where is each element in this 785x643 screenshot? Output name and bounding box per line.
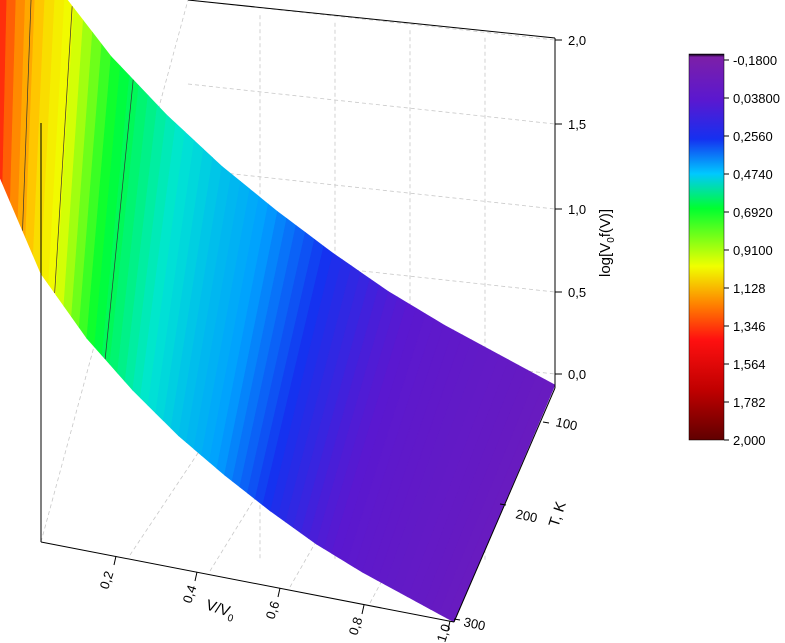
z-tick-label-4: 1,5	[568, 117, 586, 132]
x-axis-label: V/V0	[203, 597, 238, 625]
colorbar-label: 1,564	[733, 357, 766, 372]
grid-line	[187, 168, 556, 210]
colorbar: -0,1800 0,03800 0,2560 0,4740 0,6920 0,9100 1,…	[688, 53, 780, 448]
x-tick-label-5: 1,0	[434, 622, 454, 643]
colorbar-label: -0,1800	[733, 53, 777, 68]
colorbar-label: 0,6920	[733, 205, 773, 220]
y-tick-label-1: 100	[554, 414, 578, 433]
colorbar-label: 2,000	[733, 433, 766, 448]
x-tick-label-3: 0,6	[263, 599, 283, 621]
colorbar-gradient	[688, 53, 725, 441]
grid-line	[187, 83, 556, 125]
grid-line	[187, 251, 556, 293]
colorbar-label: 0,2560	[733, 129, 773, 144]
contour-line	[54, 6, 73, 294]
z-tick-label-1: 0,0	[568, 367, 586, 382]
x-tick-label-1: 0,2	[97, 569, 117, 591]
z-axis-label: log[V0f(V)]	[597, 209, 617, 277]
contour-line	[22, 0, 32, 231]
back-top-edge	[187, 0, 556, 39]
y-tick-label-3: 300	[462, 614, 486, 633]
x-tick-label-2: 0,4	[180, 583, 200, 605]
z-tick-label-5: 2,0	[568, 33, 586, 48]
colorbar-label: 1,128	[733, 281, 766, 296]
contour-line	[104, 79, 134, 360]
z-tick-label-2: 0,5	[568, 285, 586, 300]
x-axis-ticks: 0,2 0,4 0,6 0,8 1,0 V/V0	[97, 555, 454, 643]
y-tick-label-2: 200	[514, 506, 538, 525]
colorbar-label: 1,782	[733, 395, 766, 410]
colorbar-label: 0,03800	[733, 91, 780, 106]
colorbar-label: 0,4740	[733, 167, 773, 182]
y-axis-label: T, K	[546, 499, 570, 529]
x-axis-line	[40, 541, 455, 623]
grid-line	[187, 0, 556, 41]
z-axis-ticks: 0,0 0,5 1,0 1,5 2,0 log[V0f(V)]	[555, 33, 617, 382]
x-tick-label-4: 0,8	[346, 615, 366, 637]
colorbar-label: 0,9100	[733, 243, 773, 258]
surface	[0, 0, 556, 623]
colorbar-label: 1,346	[733, 319, 766, 334]
z-tick-label-3: 1,0	[568, 202, 586, 217]
